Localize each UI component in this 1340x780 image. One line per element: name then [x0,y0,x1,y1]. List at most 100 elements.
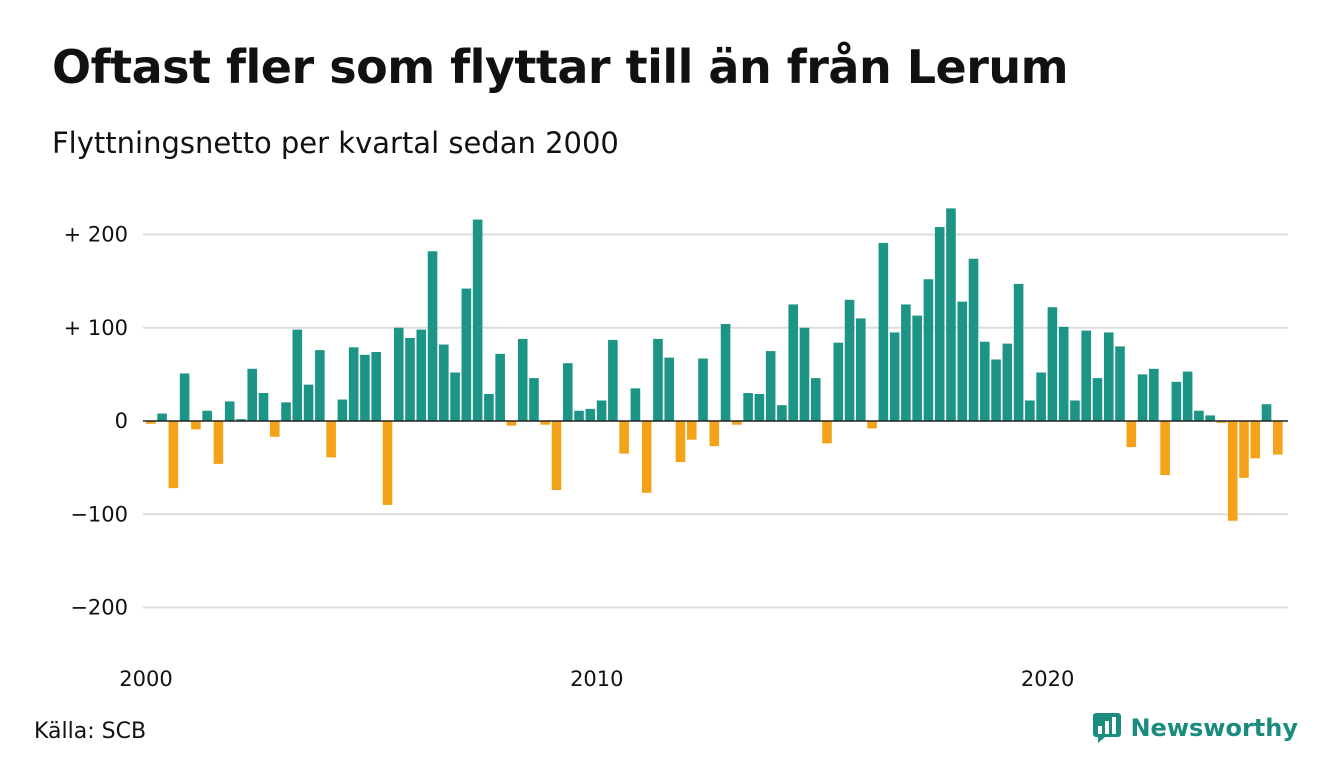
bar [450,372,460,421]
bar [1013,283,1024,421]
bar [382,421,393,505]
bar [281,402,291,421]
bar [608,339,618,421]
bar [585,408,596,421]
bar [630,388,641,421]
bar [427,251,438,421]
y-tick-label: 0 [115,409,128,433]
bar [405,338,415,421]
bar [1070,400,1080,421]
bar [912,315,922,421]
y-tick-label: + 200 [64,223,128,247]
bar [315,350,325,421]
bar [822,421,832,444]
y-tick-label: −100 [70,502,128,526]
bar [269,421,280,437]
bar [675,421,686,463]
bar [867,421,877,429]
bar [946,208,956,421]
bar [292,329,303,421]
bar [833,342,844,421]
bar [1081,330,1092,421]
bar [968,258,979,421]
bar [901,304,911,421]
bar [596,400,607,421]
bars [146,208,1283,521]
bar [1036,372,1046,421]
bar [1160,421,1170,476]
bar [247,368,258,421]
bar [1115,346,1125,421]
bar [878,242,889,421]
bar [146,421,156,424]
bar [1025,400,1035,421]
bar [1239,421,1249,478]
bar [754,393,765,421]
bar [1194,410,1204,421]
bar [957,301,968,421]
bar [1092,378,1103,421]
bar [732,421,742,425]
bar [168,421,179,489]
x-tick-label: 2010 [570,667,623,691]
bar [439,344,449,421]
bar [1002,343,1013,421]
bar [371,351,381,421]
bar [1205,415,1215,421]
bar [1171,381,1182,421]
source-note: Källa: SCB [34,719,147,744]
bar [529,378,539,421]
bar [720,324,731,421]
bar [562,363,573,421]
bar [1126,421,1137,448]
bar [393,327,404,421]
bar [1137,374,1148,421]
bar [1261,404,1272,421]
bar [551,421,562,491]
newsworthy-logo-icon [1093,713,1122,743]
brand-logo: Newsworthy [1092,712,1298,744]
y-tick-label: + 100 [64,316,128,340]
bar [303,384,314,421]
bar [1250,421,1261,459]
bar [686,421,697,440]
bar [641,421,652,493]
bar [1149,368,1159,421]
y-tick-label: −200 [70,596,128,620]
bar [348,347,359,421]
bar [1182,371,1193,421]
bar [889,332,900,421]
bar [191,421,201,430]
bar [236,419,246,421]
bar-chart: + 200 + 100 0 −100 −200 2000 2010 2020 [64,208,1288,691]
bar [495,353,505,421]
bar [810,378,821,421]
x-axis-ticks: 2000 2010 2020 [119,667,1074,691]
bar [698,358,708,421]
bar [788,304,798,421]
brand-name: Newsworthy [1130,714,1298,742]
bar [337,399,348,421]
bar [1103,332,1114,421]
bar [844,299,855,421]
bar [202,410,212,421]
bar [1047,307,1058,421]
bar [856,318,866,421]
bar [360,354,370,421]
bar [484,393,494,421]
bar [213,421,224,464]
bar [1058,326,1069,421]
bar [777,405,787,421]
bar [1216,421,1227,423]
bar [224,401,235,421]
bar [517,338,528,421]
bar [574,410,584,421]
bar [258,393,269,421]
y-axis-ticks: + 200 + 100 0 −100 −200 [64,223,128,620]
bar [979,341,990,421]
bar [923,279,934,421]
bar [179,373,190,421]
bar [416,329,427,421]
bar [743,393,753,421]
bar [472,219,483,421]
